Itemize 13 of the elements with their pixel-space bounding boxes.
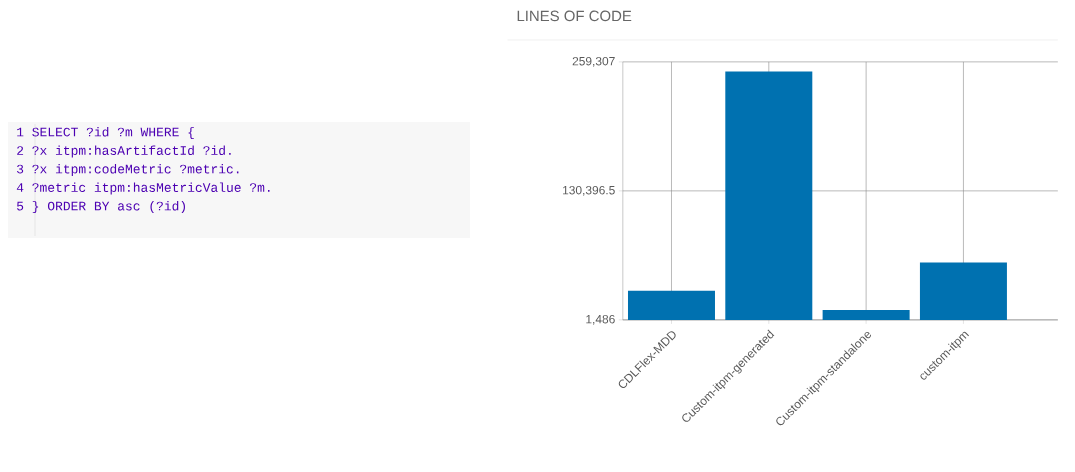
bar <box>919 262 1007 320</box>
text: 4 ?metric itpm:hasMetricValue ?m. <box>16 182 270 195</box>
text: 3 ?x itpm:codeMetric ?metric. <box>17 163 239 177</box>
bar <box>725 71 813 320</box>
text: 1 SELECT ?id ?m WHERE { <box>17 126 194 140</box>
bar <box>627 290 715 320</box>
y-tick-label: 130,396.5 <box>563 185 615 196</box>
y-tick-label: 259,307 <box>572 56 615 67</box>
text: 2 ?x itpm:hasArtifactId ?id. <box>17 145 231 158</box>
text: 5 } ORDER BY asc (?id) <box>17 200 185 214</box>
y-tick-label: 1,486 <box>586 314 615 325</box>
bar <box>822 310 910 320</box>
chart-title: LINES OF CODE <box>517 10 632 22</box>
